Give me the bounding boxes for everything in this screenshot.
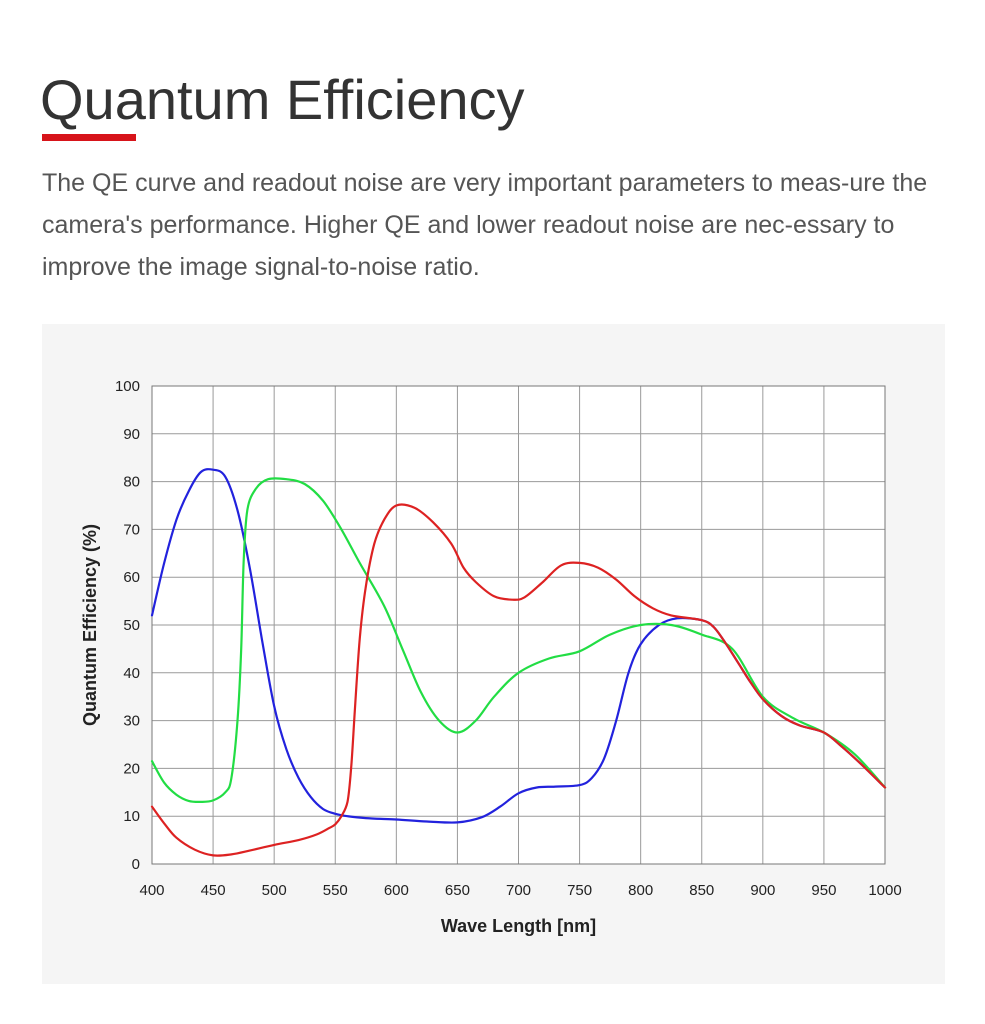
y-tick-label: 30 [123,713,140,730]
plot-border [151,385,886,865]
x-tick-label: 850 [689,882,714,899]
x-tick-label: 500 [262,882,287,899]
x-axis-title: Wave Length [nm] [441,916,596,936]
series-line [150,503,887,857]
y-tick-label: 90 [123,426,140,443]
x-tick-label: 650 [445,882,470,899]
y-tick-label: 10 [123,808,140,825]
x-tick-label: 600 [384,882,409,899]
title-underline-accent [42,134,136,141]
y-tick-label: 0 [132,856,140,873]
x-tick-label: 900 [750,882,775,899]
y-tick-label: 100 [115,378,140,395]
qe-line-chart: 400 450 500 550 600 650 700 750 800 850 900 950 1000… [80,378,902,936]
y-tick-label: 40 [123,665,140,682]
y-tick-label: 20 [123,760,140,777]
page-title: Quantum Efficiency [40,68,525,131]
x-tick-label: 800 [628,882,653,899]
y-tick-label: 50 [123,617,140,634]
chart-panel: 400 450 500 550 600 650 700 750 800 850 900 950 1000… [42,324,945,984]
y-tick-label: 60 [123,569,140,586]
x-tick-label: 450 [201,882,226,899]
y-tick-label: 80 [123,474,140,491]
series-line [150,477,887,804]
x-tick-label: 1000 [868,882,901,899]
y-tick-label: 70 [123,521,140,538]
x-tick-label: 400 [139,882,164,899]
page-description: The QE curve and readout noise are very … [42,169,928,281]
y-axis-title: Quantum Efficiency (%) [80,524,100,726]
x-tick-label: 550 [323,882,348,899]
x-tick-label: 950 [811,882,836,899]
x-tick-label: 750 [567,882,592,899]
x-tick-label: 700 [506,882,531,899]
